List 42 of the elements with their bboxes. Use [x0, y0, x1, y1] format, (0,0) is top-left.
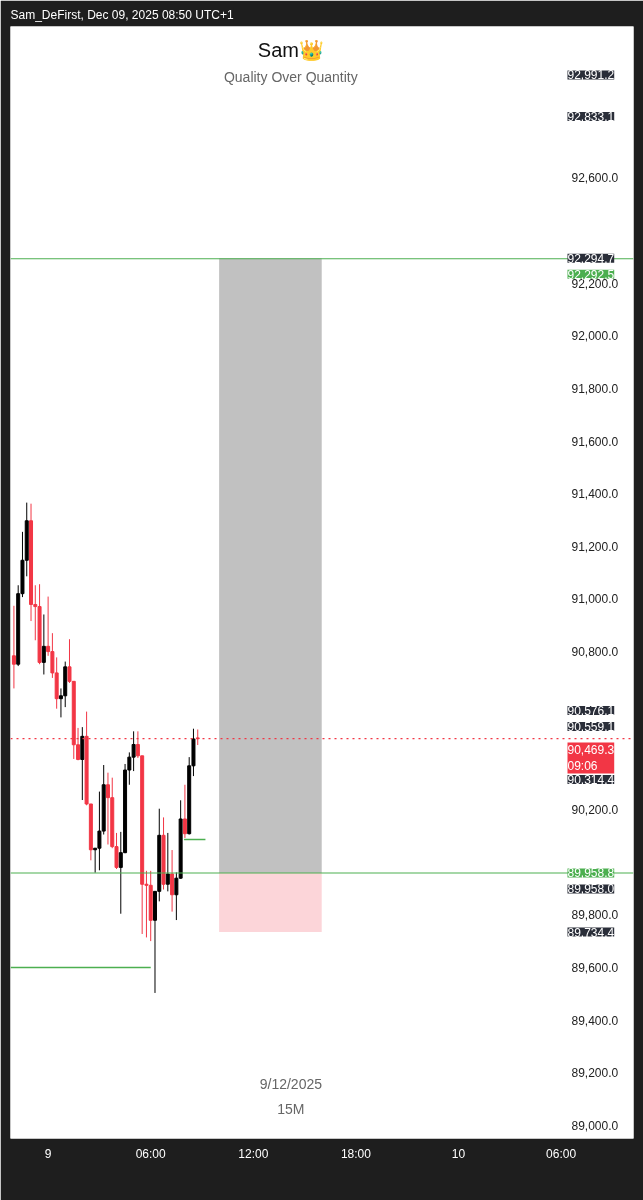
y-tick-label: 91,600.0: [571, 434, 619, 449]
ref-line-label: 89,958.8: [567, 866, 615, 881]
candlestick: [11, 605, 16, 689]
y-tick-label: 92,600.0: [571, 171, 619, 186]
candlestick: [182, 784, 187, 839]
y-tick-label: 92,000.0: [571, 329, 619, 344]
y-tick-label: 89,800.0: [571, 908, 619, 923]
x-tick-label: 12:00: [238, 1146, 269, 1161]
annotation: 90,559.1: [567, 720, 615, 735]
y-tick-label: 91,200.0: [571, 539, 619, 554]
x-tick-label: 06:00: [135, 1146, 167, 1161]
y-tick-label: 90,200.0: [571, 803, 619, 818]
y-tick-label: 91,400.0: [571, 487, 619, 502]
annotation: 92,833.1: [567, 109, 615, 124]
x-tick-label: 18:00: [340, 1146, 372, 1161]
x-tick-label: 10: [451, 1146, 466, 1161]
y-tick-label: 91,800.0: [571, 381, 619, 396]
candlestick: [80, 726, 85, 801]
annotation: 90,576.1: [567, 704, 615, 719]
y-tick-label: 90,800.0: [571, 645, 619, 660]
y-tick-label: 89,200.0: [571, 1066, 619, 1081]
x-tick-label: 06:00: [546, 1146, 577, 1161]
candlestick: [105, 772, 110, 846]
ref-line-label: 90,469.3 09:06: [567, 742, 615, 774]
annotation: 9/12/2025: [259, 1075, 323, 1092]
y-tick-label: 89,400.0: [571, 1013, 619, 1028]
annotation: 15M: [277, 1100, 305, 1117]
y-tick-label: 91,000.0: [571, 592, 619, 607]
y-tick-label: 89,000.0: [571, 1118, 619, 1133]
text: Sam👑: [257, 38, 324, 62]
annotation: 92,991.2: [567, 68, 615, 83]
annotation: 89,734.4: [567, 925, 615, 940]
annotation: 90,314.4: [567, 772, 615, 787]
text: Sam_DeFirst, Dec 09, 2025 08:50 UTC+1: [10, 7, 234, 22]
candlestick: [165, 832, 170, 892]
annotation: 89,958.0: [567, 882, 615, 897]
x-tick-label: 9: [44, 1146, 52, 1161]
candlestick: [170, 849, 175, 913]
text: Quality Over Quantity: [223, 68, 358, 85]
annotation: 92,294.7: [567, 251, 615, 266]
y-tick-label: 89,600.0: [571, 960, 619, 975]
candlestick: [41, 613, 46, 675]
